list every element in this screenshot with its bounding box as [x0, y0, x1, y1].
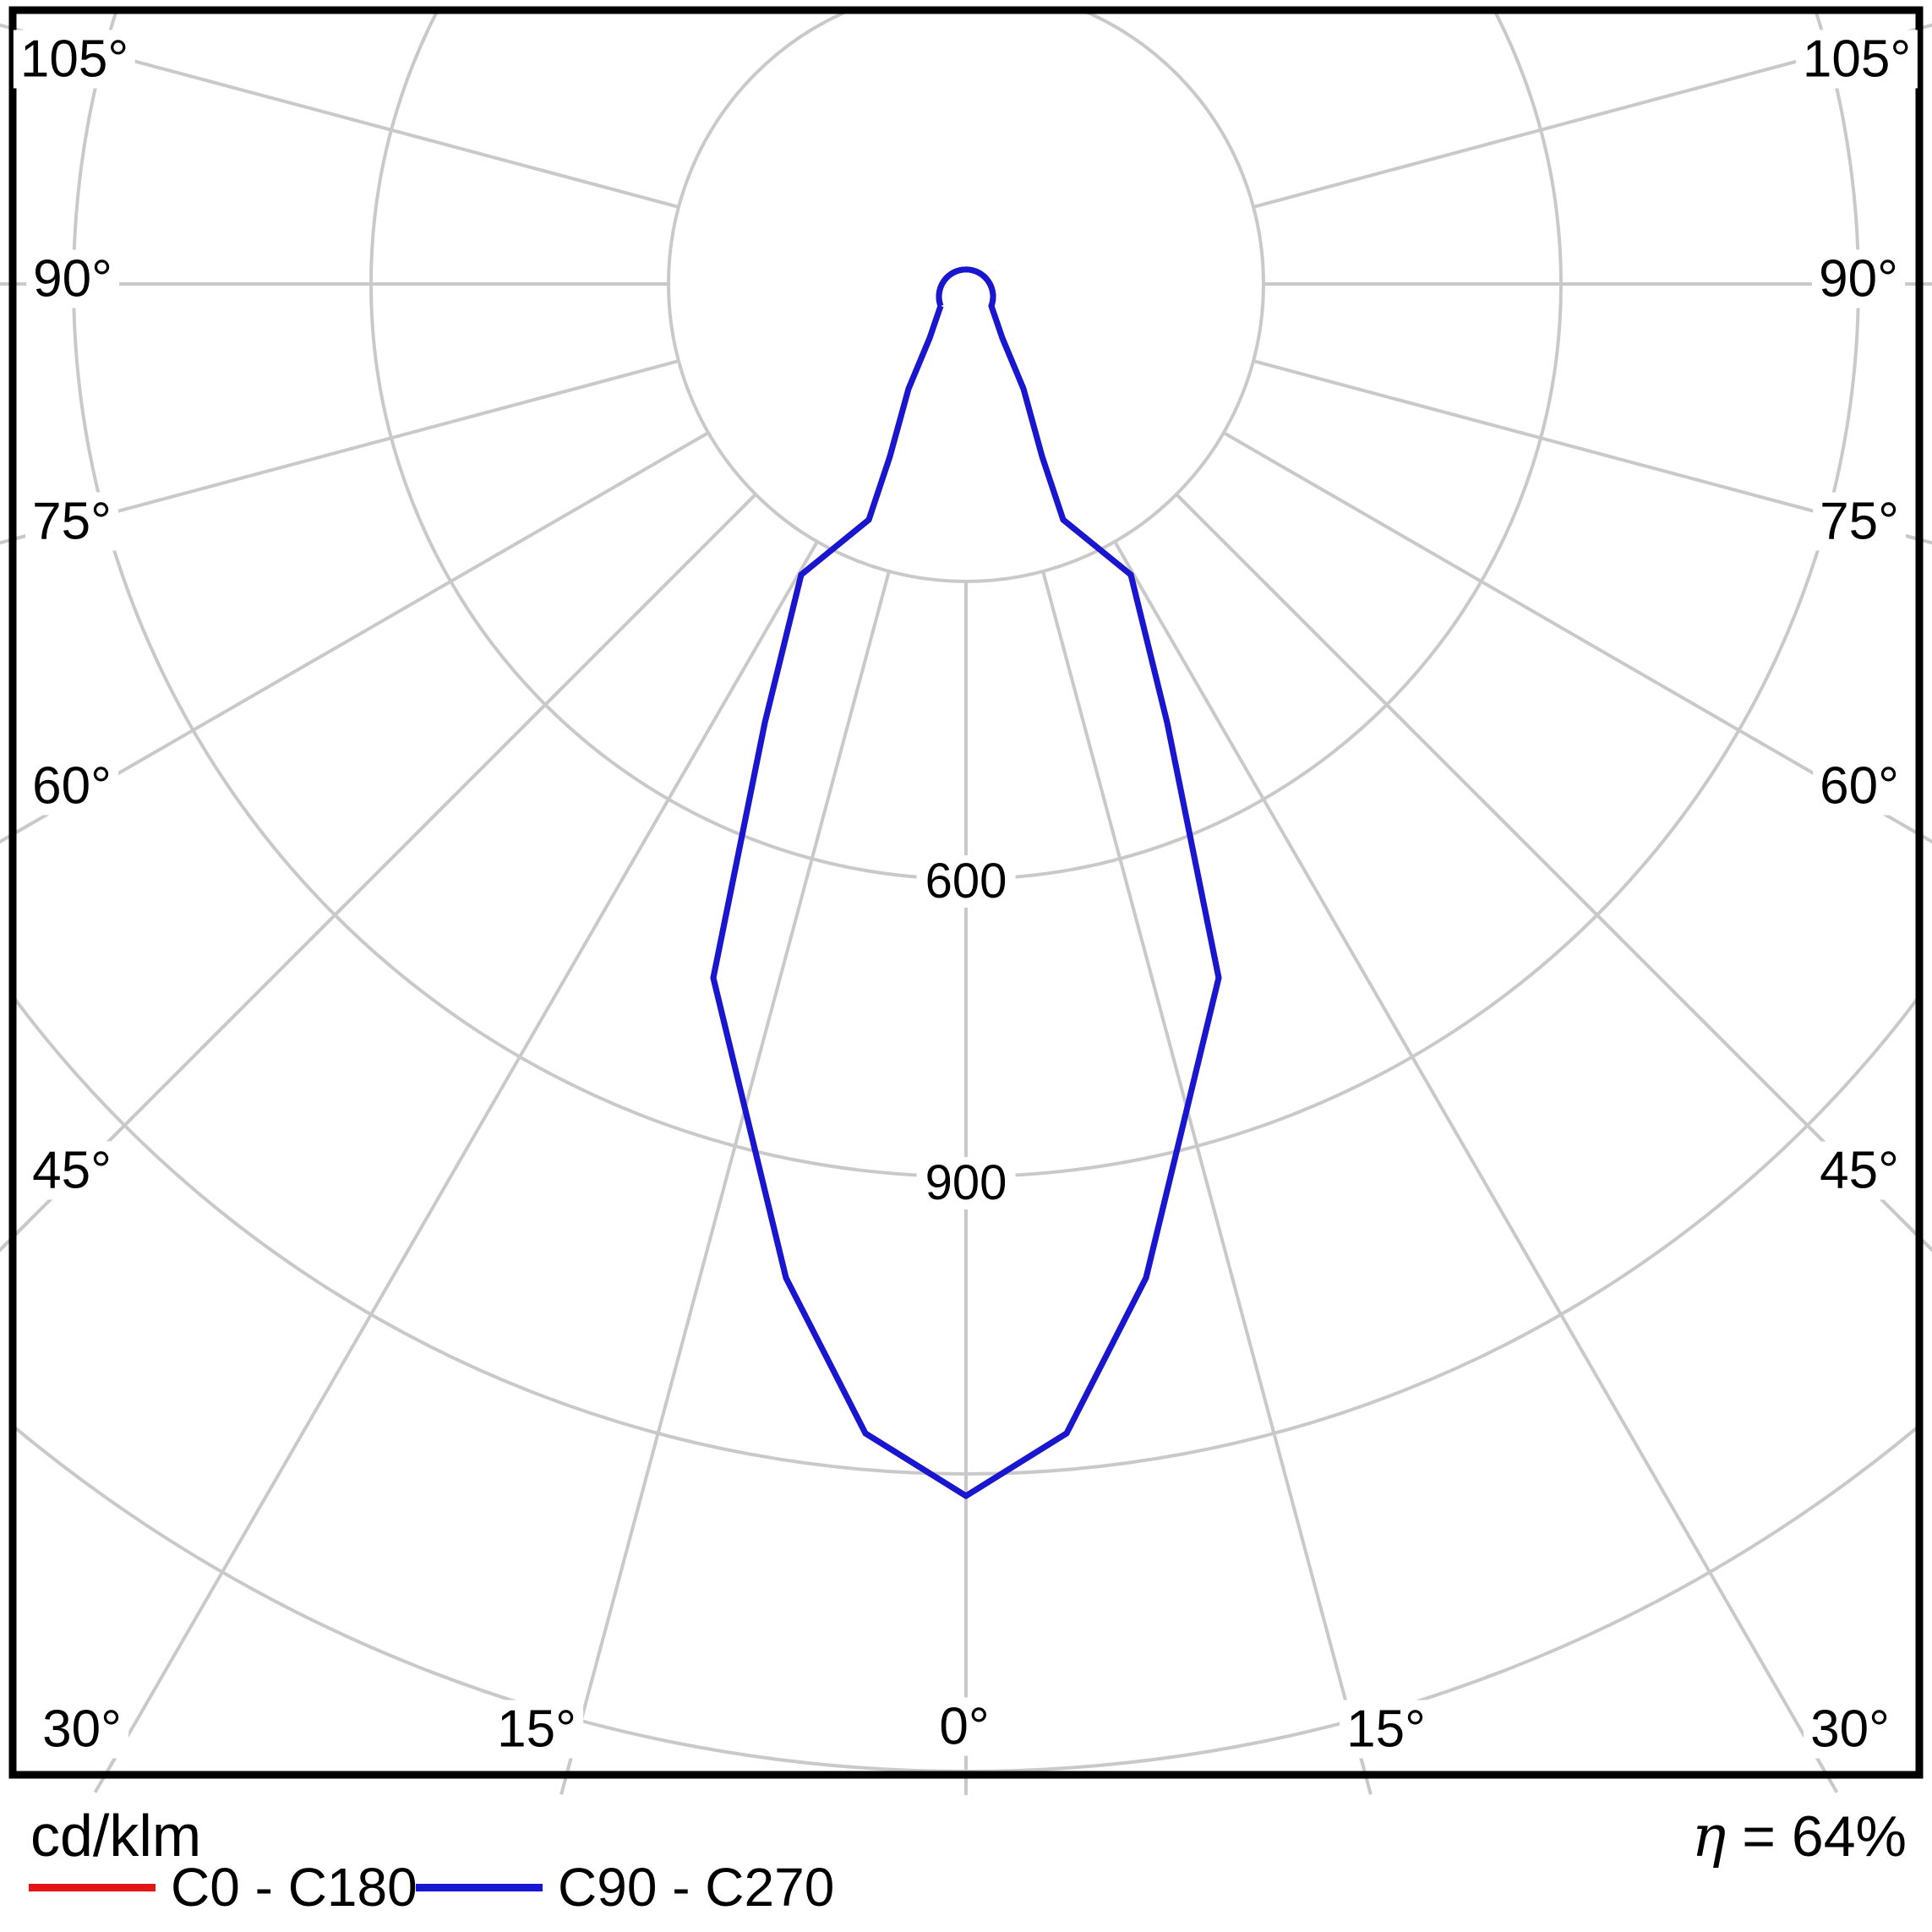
- legend-swatch-c90-blue-line: [416, 1883, 543, 1891]
- unit-label: cd/klm: [30, 1803, 202, 1869]
- legend: C0 - C180 C90 - C270: [0, 1856, 1932, 1918]
- angle-label-left-60deg: 60°: [25, 756, 118, 816]
- efficiency-label: η = 64%: [1692, 1804, 1907, 1870]
- angle-label-right-60deg: 60°: [1813, 756, 1906, 816]
- legend-swatch-c0-red-line: [29, 1883, 156, 1891]
- angle-label-bottom-15deg: 15°: [1340, 1700, 1433, 1759]
- angle-label-left-105deg: 105°: [13, 30, 136, 89]
- ring-value-label-600: 600: [916, 855, 1016, 908]
- angle-label-right-105deg: 105°: [1795, 30, 1918, 89]
- eta-symbol: η: [1691, 1804, 1727, 1870]
- legend-label-c0: C0 - C180: [171, 1857, 418, 1918]
- legend-label-c90: C90 - C270: [558, 1857, 835, 1918]
- angle-label-bottom-30deg: 30°: [1804, 1700, 1897, 1759]
- legend-item-c0-c180: C0 - C180: [29, 1856, 418, 1918]
- angle-label-right-45deg: 45°: [1813, 1141, 1906, 1200]
- angle-label-left-75deg: 75°: [25, 492, 118, 551]
- efficiency-value: = 64%: [1726, 1804, 1907, 1869]
- plot-border: [8, 6, 1924, 1779]
- angle-label-left-45deg: 45°: [25, 1141, 118, 1200]
- angle-label-right-75deg: 75°: [1813, 492, 1906, 551]
- legend-item-c90-c270: C90 - C270: [416, 1856, 834, 1918]
- ring-value-label-900: 900: [916, 1157, 1016, 1209]
- curve-c90-c270: [710, 266, 1222, 1499]
- angle-label-bottom-0deg: 0°: [932, 1697, 996, 1756]
- angle-label-bottom-30deg: 30°: [35, 1700, 128, 1759]
- angle-label-bottom-15deg: 15°: [490, 1700, 583, 1759]
- angle-label-left-90deg: 90°: [26, 249, 119, 308]
- angle-label-right-90deg: 90°: [1812, 249, 1905, 308]
